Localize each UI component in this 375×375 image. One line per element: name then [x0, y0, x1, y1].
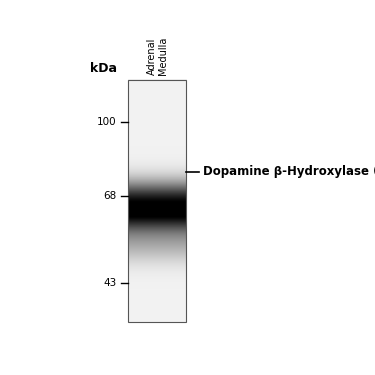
Text: 68: 68 [104, 190, 117, 201]
Text: Dopamine β-Hydroxylase (N-Terminus): Dopamine β-Hydroxylase (N-Terminus) [203, 165, 375, 178]
Text: kDa: kDa [90, 62, 117, 75]
Bar [128, 80, 186, 322]
Text: 100: 100 [97, 117, 117, 127]
Text: 43: 43 [104, 278, 117, 288]
Text: Adrenal
Medulla: Adrenal Medulla [147, 37, 168, 75]
Bar [128, 80, 186, 322]
